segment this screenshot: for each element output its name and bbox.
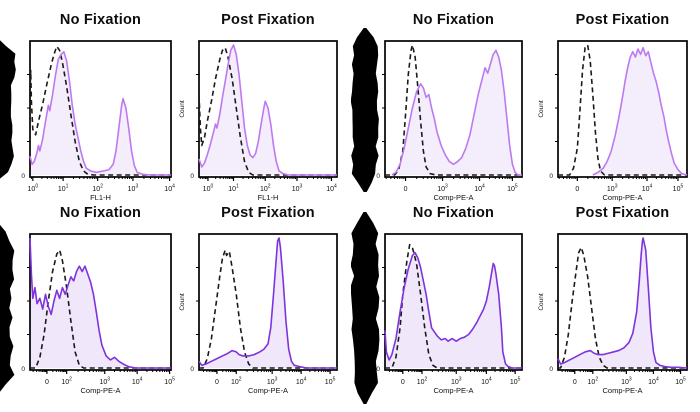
svg-text:105: 105: [673, 184, 684, 194]
panel-title: Post Fixation: [221, 205, 315, 221]
panel-title: Post Fixation: [575, 12, 670, 28]
svg-text:Comp-PE-A: Comp-PE-A: [602, 386, 642, 395]
histogram-plot: 0 103 104 105 0 Comp-PE-A: [376, 40, 523, 202]
svg-text:0: 0: [575, 186, 579, 193]
histogram-panel-r1c1: No Fixation 100 101 102 103 104 0 FL1-H: [8, 12, 183, 208]
svg-text:104: 104: [132, 377, 143, 387]
svg-text:FL1-H: FL1-H: [90, 193, 111, 202]
histogram-panel-r1c3: No Fixation 0 103 104 105 0 Comp-PE-A: [363, 12, 534, 208]
panel-title: No Fixation: [412, 205, 495, 221]
histogram-plot: 0 103 104 105 0 Comp-PE-A Count: [538, 40, 688, 202]
histogram-panel-r2c4: Post Fixation 0 102 103 104 105 0 Comp-PE-A Cou…: [536, 205, 699, 401]
svg-text:Comp-PE-A: Comp-PE-A: [602, 193, 642, 202]
svg-text:0: 0: [45, 379, 49, 386]
svg-text:0: 0: [376, 173, 380, 180]
svg-text:102: 102: [92, 184, 103, 194]
svg-text:0: 0: [573, 379, 577, 386]
svg-text:0: 0: [21, 366, 25, 373]
svg-text:Count: Count: [538, 293, 545, 311]
histogram-panel-r1c4: Post Fixation 0 103 104 105 0 Comp-PE-A Count: [536, 12, 699, 208]
svg-text:105: 105: [507, 184, 518, 194]
svg-text:100: 100: [28, 184, 39, 194]
svg-text:105: 105: [510, 377, 521, 387]
panel-title: No Fixation: [59, 205, 142, 221]
svg-text:0: 0: [190, 173, 194, 180]
histogram-plot: 0 102 103 104 105 0 Comp-PE-A Count: [538, 233, 688, 395]
panel-title: No Fixation: [412, 12, 495, 28]
svg-text:0: 0: [404, 186, 408, 193]
svg-text:100: 100: [203, 184, 214, 194]
svg-text:Comp-PE-A: Comp-PE-A: [80, 386, 120, 395]
redacted-row-label-1: [0, 40, 16, 179]
svg-text:0: 0: [190, 366, 194, 373]
svg-text:102: 102: [231, 377, 242, 387]
svg-text:0: 0: [549, 173, 553, 180]
redacted-row-label-4: [351, 212, 380, 404]
svg-text:102: 102: [588, 377, 599, 387]
svg-text:105: 105: [675, 377, 686, 387]
svg-text:104: 104: [648, 377, 659, 387]
svg-text:Count: Count: [179, 100, 186, 118]
svg-text:103: 103: [292, 184, 303, 194]
panel-title: Post Fixation: [575, 205, 670, 221]
svg-text:103: 103: [437, 184, 448, 194]
svg-text:Comp-PE-A: Comp-PE-A: [433, 386, 473, 395]
svg-text:0: 0: [376, 366, 380, 373]
svg-text:104: 104: [642, 184, 653, 194]
svg-text:103: 103: [99, 377, 110, 387]
histogram-panel-r2c1: No Fixation 0 102 103 104 105 0 Comp-PE-A: [8, 205, 183, 401]
svg-text:0: 0: [21, 173, 25, 180]
svg-text:104: 104: [474, 184, 485, 194]
redacted-row-label-2: [351, 28, 379, 192]
histogram-panel-r2c2: Post Fixation 0 102 103 104 105 0 Comp-PE-A Cou…: [177, 205, 349, 401]
histogram-plot: 0 102 103 104 105 0 Comp-PE-A Count: [179, 233, 338, 395]
svg-text:101: 101: [58, 184, 69, 194]
svg-text:104: 104: [326, 184, 337, 194]
svg-text:0: 0: [215, 379, 219, 386]
histogram-panel-r2c3: No Fixation 0 102 103 104 105 0 Comp-PE-A: [363, 205, 534, 401]
svg-text:104: 104: [296, 377, 307, 387]
svg-text:FL1-H: FL1-H: [258, 193, 279, 202]
histogram-plot: 100 101 102 103 104 0 FL1-H Count: [179, 40, 338, 202]
histogram-plot: 0 102 103 104 105 0 Comp-PE-A: [21, 233, 175, 395]
svg-text:0: 0: [549, 366, 553, 373]
svg-text:105: 105: [325, 377, 336, 387]
svg-text:Count: Count: [538, 100, 545, 118]
panel-title: Post Fixation: [221, 12, 315, 28]
svg-text:105: 105: [164, 377, 175, 387]
svg-text:Count: Count: [179, 293, 186, 311]
svg-text:Comp-PE-A: Comp-PE-A: [248, 386, 288, 395]
svg-text:103: 103: [607, 184, 618, 194]
svg-text:102: 102: [260, 184, 271, 194]
histogram-plot: 0 102 103 104 105 0 Comp-PE-A: [376, 233, 523, 395]
histogram-plot: 100 101 102 103 104 0 FL1-H: [21, 40, 175, 202]
svg-text:104: 104: [164, 184, 175, 194]
svg-text:0: 0: [401, 379, 405, 386]
svg-text:103: 103: [267, 377, 278, 387]
svg-text:102: 102: [417, 377, 428, 387]
panel-title: No Fixation: [59, 12, 142, 28]
histogram-panel-r1c2: Post Fixation 100 101 102 103 104 0 FL1-H Count: [177, 12, 349, 208]
svg-text:101: 101: [228, 184, 239, 194]
svg-text:102: 102: [61, 377, 72, 387]
svg-text:Comp-PE-A: Comp-PE-A: [433, 193, 473, 202]
svg-text:104: 104: [481, 377, 492, 387]
svg-text:103: 103: [451, 377, 462, 387]
svg-text:103: 103: [128, 184, 139, 194]
svg-text:103: 103: [621, 377, 632, 387]
redacted-row-label-3: [0, 224, 15, 392]
